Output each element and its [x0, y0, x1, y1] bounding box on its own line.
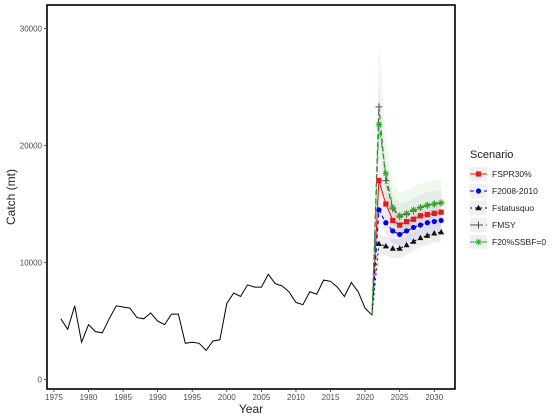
legend-key-4: [470, 235, 487, 249]
series-2-point-4: [403, 241, 410, 248]
series-1-point-5: [410, 224, 417, 231]
legend-key-0: [470, 167, 487, 181]
series-4-point-9: [437, 199, 445, 207]
band-1: [372, 198, 442, 316]
x-tick-label-1: 1980: [80, 393, 98, 402]
series-2-point-0: [375, 240, 382, 247]
series-1-point-4: [403, 228, 410, 234]
series-line-4: [371, 124, 442, 316]
y-tick-label-1: 10000: [20, 259, 43, 268]
series-0-point-3: [397, 222, 403, 228]
historical-catch-line: [60, 273, 373, 352]
legend-label-3: FMSY: [492, 220, 516, 230]
legend-title: Scenario: [470, 149, 513, 161]
series-2-point-3: [396, 245, 403, 251]
legend-marker-1: [475, 188, 482, 194]
plot-panel: [47, 5, 455, 389]
x-tick-label-10: 2025: [391, 393, 409, 402]
series-1-point-6: [417, 222, 424, 228]
legend-key-3: [470, 218, 487, 232]
series-0-point-4: [403, 218, 410, 225]
series-3-point-0: [375, 103, 383, 111]
x-axis-title: Year: [239, 402, 263, 416]
x-tick-label-9: 2020: [356, 393, 374, 402]
legend-marker-0: [475, 171, 482, 177]
x-tick-label-3: 1990: [149, 393, 167, 402]
series-1-point-7: [424, 220, 430, 226]
series-1-point-3: [397, 231, 403, 238]
series-4-point-0: [375, 121, 383, 128]
band-0: [372, 163, 442, 316]
series-4-point-8: [431, 200, 438, 208]
series-4-point-6: [417, 204, 424, 211]
series-2-point-5: [410, 238, 417, 244]
series-4-point-7: [424, 201, 431, 209]
series-4-point-5: [410, 206, 417, 214]
series-3-point-1: [382, 177, 390, 185]
series-1-point-8: [431, 218, 437, 225]
y-axis-title: Catch (mt): [4, 169, 18, 225]
series-markers: [375, 103, 445, 251]
band-2: [372, 222, 442, 316]
x-tick-label-11: 2030: [425, 393, 443, 402]
x-axis: 1975 1980 1985 1990 1995 2000 2005 2010 2015 2020…: [45, 389, 444, 402]
series-2-point-6: [417, 234, 424, 241]
series-4-point-1: [382, 170, 390, 177]
x-tick-label-5: 2000: [218, 393, 236, 402]
series-0-point-1: [383, 201, 389, 207]
series-0-point-0: [376, 178, 382, 184]
series-0-point-7: [424, 211, 430, 218]
x-tick-label-8: 2015: [322, 393, 340, 402]
series-1-point-9: [438, 217, 444, 224]
plot-border: [46, 4, 456, 390]
series-0-point-5: [410, 216, 417, 222]
series-2-point-9: [438, 228, 445, 235]
series-4-point-3: [396, 212, 403, 219]
legend-key-1: [470, 184, 487, 198]
series-0-point-2: [390, 217, 396, 224]
legend-marker-3: [475, 221, 482, 229]
legend-marker-4: [475, 238, 482, 246]
legend-key-2: [470, 201, 487, 215]
y-tick-label-2: 20000: [20, 141, 43, 150]
series-0-point-6: [417, 213, 424, 219]
series-0-point-9: [438, 209, 444, 215]
legend: Scenario FSPR30% F2008-2010 Fstatusquo FMSY…: [470, 149, 546, 249]
series-2-point-8: [431, 230, 438, 236]
series-4-point-4: [403, 210, 410, 217]
series-2-point-7: [424, 232, 431, 238]
legend-marker-2: [475, 204, 482, 211]
legend-label-1: F2008-2010: [492, 186, 538, 196]
x-tick-label-2: 1985: [114, 393, 132, 402]
x-tick-label-7: 2010: [287, 393, 305, 402]
series-2-point-2: [389, 245, 396, 251]
series-4-point-2: [389, 204, 396, 211]
x-tick-label-4: 1995: [183, 393, 201, 402]
legend-label-4: F20%SSBF=0: [492, 237, 546, 247]
legend-label-2: Fstatusquo: [492, 203, 534, 213]
y-tick-label-0: 0: [38, 376, 43, 385]
y-tick-label-3: 30000: [20, 24, 43, 33]
series-0-point-8: [431, 210, 437, 216]
series-1-point-0: [376, 207, 382, 213]
y-axis: 0 10000 20000 30000: [20, 24, 47, 385]
x-tick-label-0: 1975: [45, 393, 63, 402]
series-2-point-1: [382, 242, 389, 249]
legend-label-0: FSPR30%: [492, 169, 532, 179]
x-tick-label-6: 2005: [252, 393, 270, 402]
series-1-point-1: [383, 220, 389, 226]
series-1-point-2: [390, 228, 396, 234]
